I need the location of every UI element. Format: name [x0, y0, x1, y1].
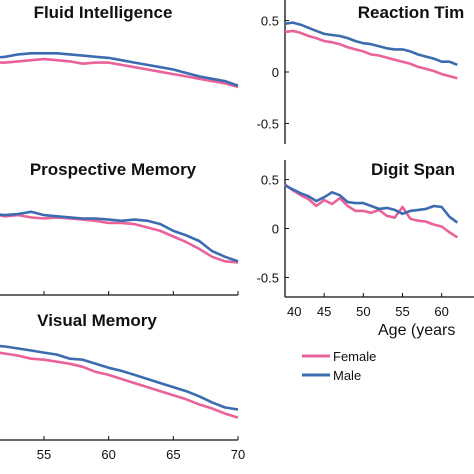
x-tick-label: 65	[166, 447, 180, 462]
panel-fluid-intelligence: Fluid Intelligence	[0, 3, 239, 89]
panel-title: Reaction Tim	[358, 3, 464, 22]
panel-title: Prospective Memory	[30, 160, 197, 179]
panel-marks	[0, 51, 239, 89]
panel-title: Fluid Intelligence	[34, 3, 173, 22]
x-axis-title: Age (years	[378, 322, 455, 339]
panel-visual-memory: Visual Memory	[0, 311, 239, 441]
series-line-male	[0, 51, 239, 87]
legend: Female Male	[302, 349, 376, 383]
panel-marks	[0, 210, 239, 296]
panel-title: Digit Span	[371, 160, 455, 179]
x-tick-label: 60	[434, 304, 448, 319]
panel-title: Visual Memory	[37, 311, 157, 330]
y-tick-label: 0.5	[261, 14, 279, 29]
x-tick-label: 55	[395, 304, 409, 319]
x-tick-label: 50	[356, 304, 370, 319]
y-tick-label: 0	[272, 65, 279, 80]
series-line-male	[0, 344, 239, 411]
x-tick-label: 40	[287, 304, 301, 319]
series-line-female	[284, 29, 458, 80]
series-line-male	[284, 21, 458, 67]
series-line-male	[0, 210, 239, 263]
series-line-female	[0, 351, 239, 419]
x-tick-label: 55	[37, 447, 51, 462]
legend-female-label: Female	[333, 349, 376, 364]
y-tick-label: 0	[272, 222, 279, 237]
x-tick-label: 70	[231, 447, 245, 462]
panel-reaction-time: Reaction Tim 0.5 0 -0.5	[257, 0, 464, 144]
x-tick-label: 45	[317, 304, 331, 319]
panel-digit-span: Digit Span 0.5 0 -0.5	[257, 160, 474, 298]
y-tick-label: -0.5	[257, 270, 279, 285]
series-line-female	[0, 57, 239, 89]
panel-marks: 0.5 0 -0.5	[257, 0, 458, 144]
panel-marks	[0, 344, 239, 441]
x-tick-label: 60	[101, 447, 115, 462]
series-line-female	[284, 183, 458, 239]
series-line-male	[284, 184, 459, 224]
series-line-female	[0, 213, 239, 264]
y-tick-label: 0.5	[261, 173, 279, 188]
legend-male-label: Male	[333, 368, 361, 383]
panel-prospective-memory: Prospective Memory	[0, 160, 239, 296]
y-tick-label: -0.5	[257, 116, 279, 131]
panel-marks: 0.5 0 -0.5	[257, 160, 474, 298]
